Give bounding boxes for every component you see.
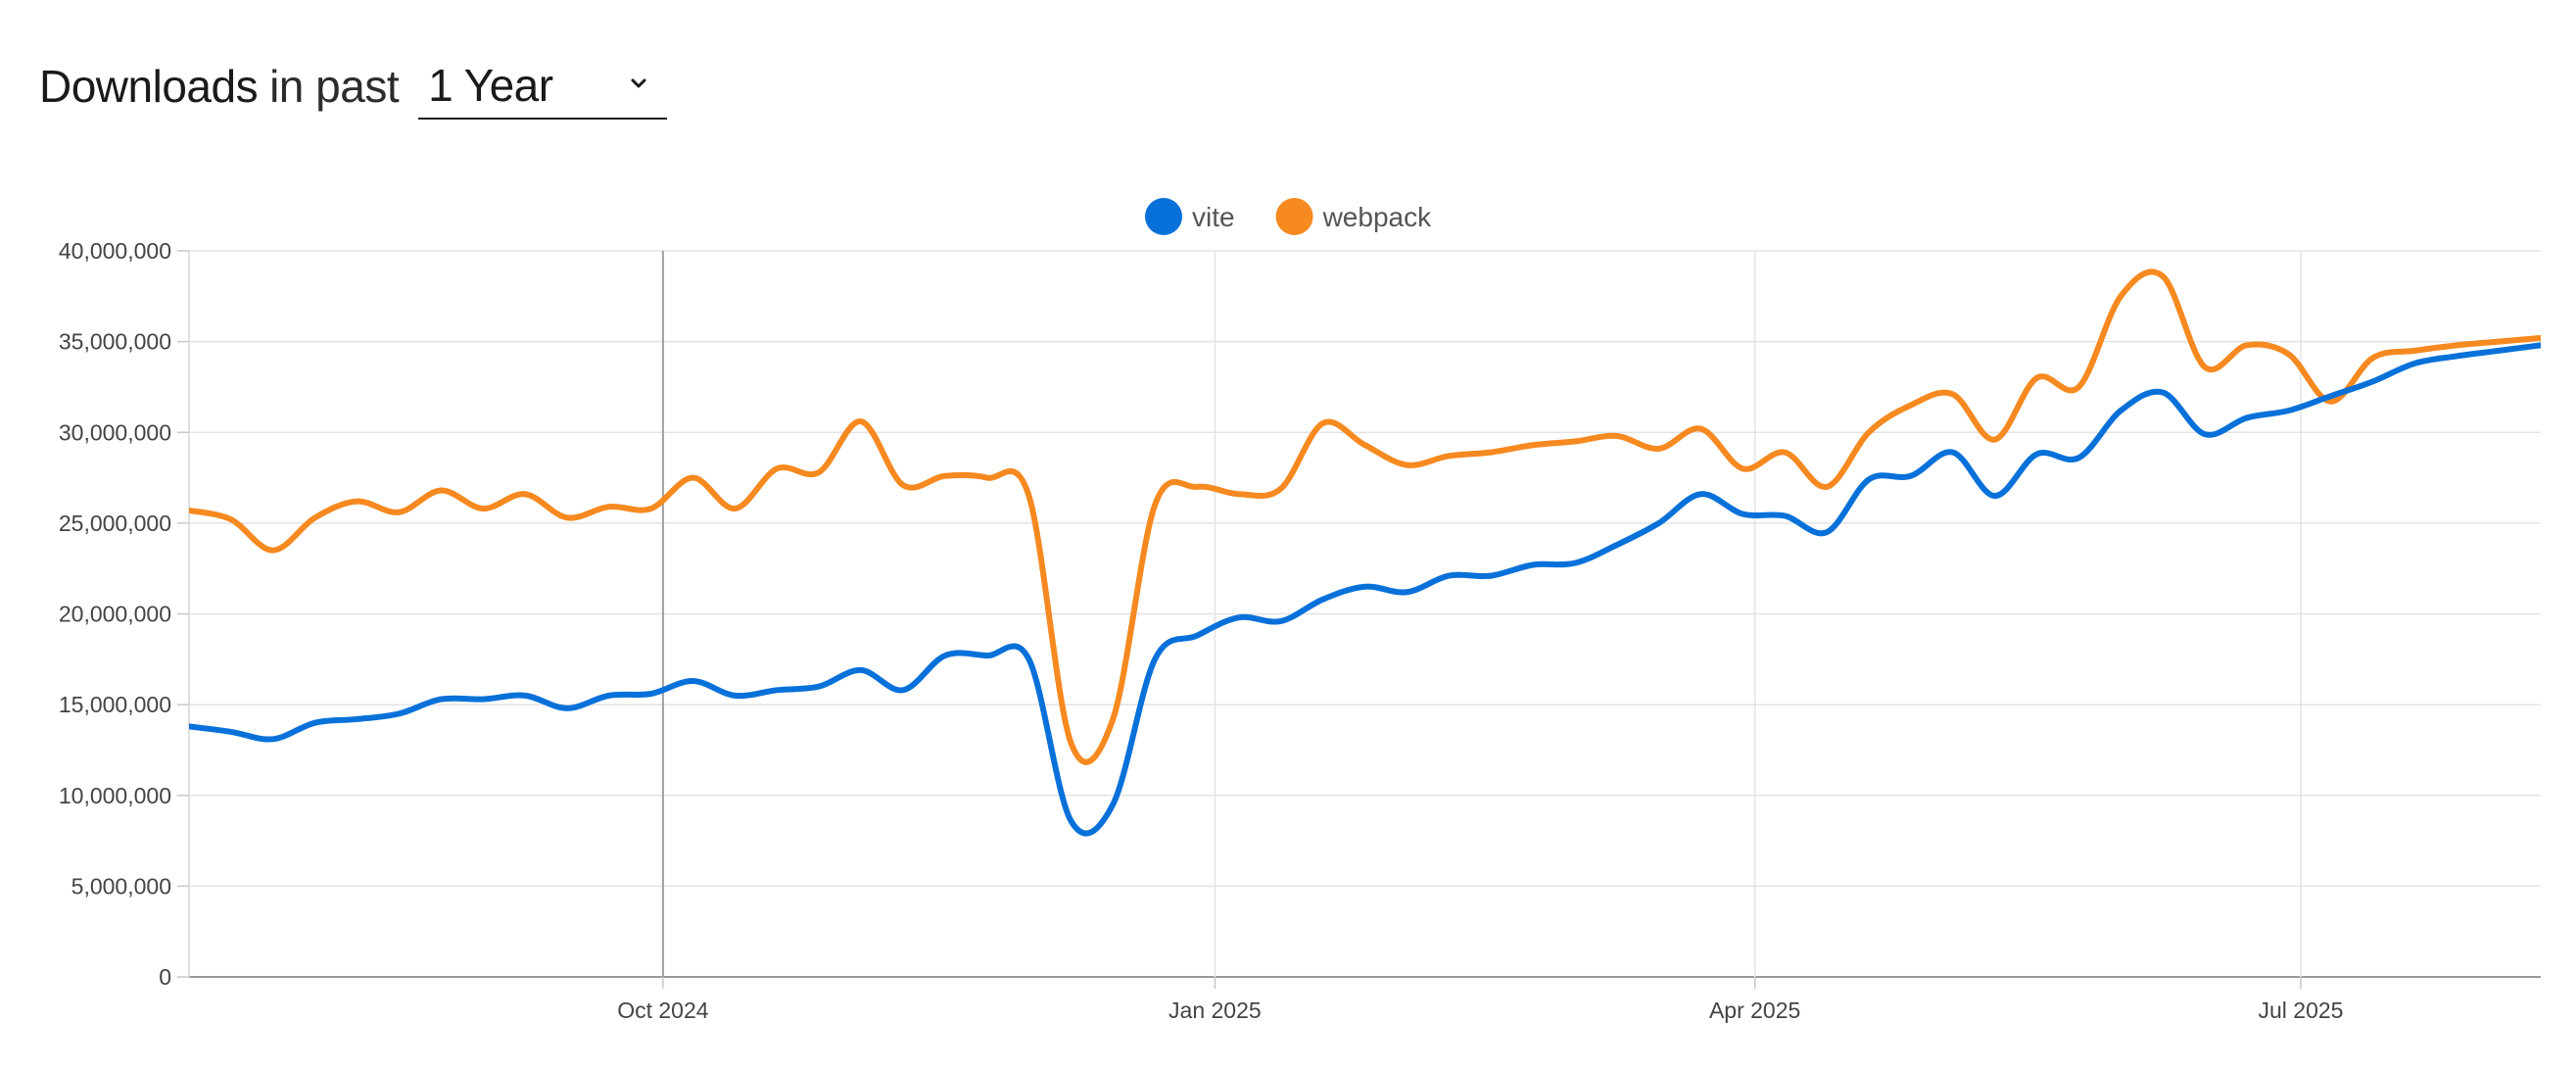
y-tick-label: 25,000,000 — [59, 511, 171, 536]
series-line-webpack[interactable] — [189, 268, 2541, 765]
chart-series — [189, 268, 2541, 837]
title-in-past: in past — [269, 61, 400, 112]
y-tick-label: 15,000,000 — [59, 692, 171, 717]
period-select-value: 1 Year — [428, 60, 553, 111]
x-tick-label: Oct 2024 — [617, 997, 709, 1023]
chevron-down-icon — [631, 78, 646, 88]
y-tick-label: 0 — [159, 964, 171, 990]
legend-item-vite[interactable]: vite — [1145, 198, 1235, 235]
y-tick-label: 40,000,000 — [59, 238, 171, 264]
series-line-vite[interactable] — [189, 342, 2541, 837]
x-tick-label: Jul 2025 — [2259, 997, 2344, 1023]
chart-grid — [189, 250, 2541, 978]
legend-label: webpack — [1322, 202, 1433, 232]
title-downloads: Downloads — [39, 61, 259, 112]
legend-label: vite — [1192, 202, 1235, 232]
y-tick-label: 20,000,000 — [59, 602, 171, 627]
y-tick-label: 35,000,000 — [59, 329, 171, 355]
y-tick-label: 10,000,000 — [59, 783, 171, 808]
x-tick-label: Jan 2025 — [1169, 997, 1262, 1023]
y-tick-label: 5,000,000 — [72, 873, 171, 899]
legend-swatch — [1145, 198, 1182, 235]
y-tick-label: 30,000,000 — [59, 419, 171, 445]
period-select[interactable]: 1 Year — [418, 53, 668, 120]
legend-item-webpack[interactable]: webpack — [1275, 198, 1433, 235]
x-tick-label: Apr 2025 — [1709, 997, 1800, 1023]
downloads-header: Downloads in past 1 Year — [39, 47, 668, 125]
chart-axes: 0 5,000,000 10,000,000 15,000,000 20,000,000… — [59, 238, 2344, 1023]
legend-swatch — [1275, 198, 1313, 235]
chart-legend[interactable]: vite webpack — [1145, 198, 1432, 235]
